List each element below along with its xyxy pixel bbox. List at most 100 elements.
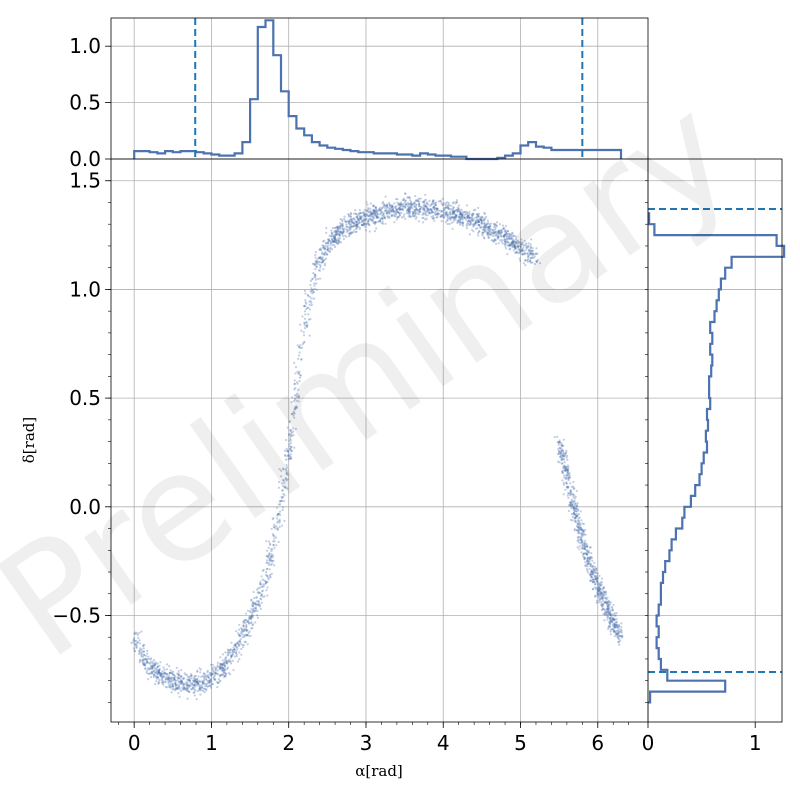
scatter-point bbox=[251, 624, 254, 627]
scatter-point bbox=[567, 479, 570, 482]
scatter-point bbox=[530, 256, 533, 259]
scatter-point bbox=[471, 214, 474, 217]
scatter-point bbox=[414, 199, 418, 202]
scatter-point bbox=[277, 520, 280, 523]
scatter-point bbox=[261, 578, 264, 581]
scatter-point bbox=[295, 405, 298, 408]
scatter-point bbox=[481, 234, 484, 237]
scatter-point bbox=[589, 573, 592, 576]
scatter-point bbox=[608, 612, 611, 615]
scatter-point bbox=[419, 210, 422, 213]
scatter-point bbox=[336, 230, 339, 233]
scatter-point bbox=[504, 225, 507, 228]
scatter-point bbox=[429, 212, 432, 215]
scatter-point bbox=[198, 685, 201, 688]
scatter-point bbox=[372, 212, 375, 215]
scatter-point bbox=[434, 210, 437, 213]
scatter-point bbox=[355, 221, 358, 224]
scatter-point bbox=[220, 666, 223, 669]
scatter-point bbox=[249, 622, 253, 625]
scatter-point bbox=[573, 502, 577, 506]
scatter-point bbox=[572, 506, 575, 510]
scatter-point bbox=[152, 675, 155, 679]
scatter-point bbox=[572, 485, 575, 488]
scatter-point bbox=[333, 241, 336, 244]
scatter-point bbox=[279, 475, 283, 478]
scatter-point bbox=[205, 683, 208, 686]
scatter-point bbox=[582, 556, 586, 559]
scatter-point bbox=[182, 677, 185, 680]
scatter-point bbox=[233, 655, 236, 658]
scatter-point bbox=[461, 222, 464, 225]
scatter-point bbox=[298, 370, 301, 373]
scatter-point bbox=[382, 205, 385, 208]
scatter-point bbox=[489, 228, 492, 231]
scatter-point bbox=[591, 569, 594, 572]
scatter-point bbox=[382, 222, 385, 225]
scatter-point bbox=[604, 591, 608, 594]
scatter-point bbox=[174, 679, 177, 682]
scatter-point bbox=[219, 668, 222, 671]
scatter-point bbox=[601, 599, 605, 602]
scatter-point bbox=[216, 665, 219, 669]
scatter-point bbox=[237, 643, 240, 646]
scatter-point bbox=[277, 540, 280, 544]
scatter-point bbox=[196, 681, 199, 684]
scatter-point bbox=[133, 647, 136, 650]
scatter-point bbox=[567, 473, 570, 476]
scatter-point bbox=[461, 217, 464, 220]
scatter-point bbox=[192, 679, 195, 682]
scatter-point bbox=[360, 216, 363, 219]
scatter-point bbox=[495, 224, 498, 228]
scatter-point bbox=[459, 213, 462, 216]
scatter-point bbox=[395, 208, 398, 211]
scatter-point bbox=[212, 669, 215, 672]
scatter-point bbox=[415, 199, 418, 202]
scatter-point bbox=[577, 513, 580, 516]
scatter-point bbox=[620, 630, 623, 633]
scatter-point bbox=[573, 504, 576, 507]
scatter-point bbox=[434, 213, 437, 216]
scatter-point bbox=[243, 627, 246, 630]
scatter-point bbox=[250, 621, 253, 624]
scatter-point bbox=[200, 684, 204, 687]
scatter-point bbox=[348, 225, 351, 228]
scatter-point bbox=[314, 276, 317, 279]
scatter-point bbox=[592, 568, 595, 571]
scatter-point bbox=[351, 231, 354, 234]
scatter-point bbox=[519, 250, 522, 253]
scatter-point bbox=[316, 258, 319, 261]
scatter-point bbox=[225, 656, 228, 659]
scatter-point bbox=[319, 261, 322, 264]
scatter-point bbox=[507, 241, 510, 244]
scatter-point bbox=[282, 468, 285, 471]
scatter-point bbox=[355, 224, 359, 227]
scatter-point bbox=[327, 249, 330, 252]
scatter-point bbox=[364, 222, 367, 225]
scatter-point bbox=[249, 615, 252, 618]
scatter-point bbox=[252, 603, 255, 606]
scatter-point bbox=[232, 668, 235, 672]
scatter-point bbox=[468, 216, 472, 219]
scatter-point bbox=[524, 252, 527, 255]
scatter-point bbox=[322, 246, 325, 249]
scatter-point bbox=[371, 212, 374, 215]
scatter-point bbox=[484, 223, 487, 226]
scatter-point bbox=[223, 663, 226, 666]
scatter-point bbox=[386, 211, 389, 214]
scatter-point bbox=[504, 234, 507, 237]
scatter-point bbox=[198, 689, 201, 692]
scatter-point bbox=[585, 568, 589, 571]
scatter-point bbox=[329, 246, 332, 249]
scatter-point bbox=[519, 259, 522, 262]
scatter-point bbox=[589, 564, 592, 567]
scatter-points bbox=[130, 192, 624, 701]
scatter-point bbox=[616, 626, 619, 629]
scatter-point bbox=[590, 557, 593, 560]
scatter-point bbox=[247, 617, 250, 620]
scatter-point bbox=[262, 568, 265, 572]
scatter-point bbox=[573, 513, 576, 516]
scatter-point bbox=[257, 603, 260, 606]
scatter-point bbox=[375, 208, 378, 211]
